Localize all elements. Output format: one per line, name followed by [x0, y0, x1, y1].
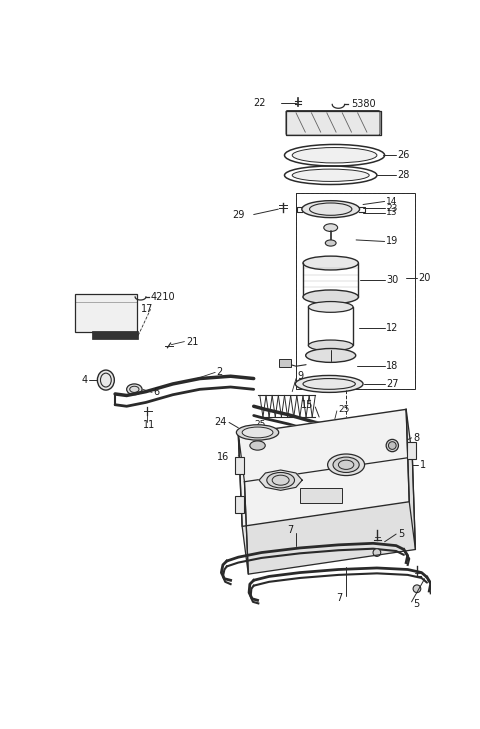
Text: 7: 7 — [336, 593, 342, 603]
Text: 26: 26 — [398, 150, 410, 160]
Ellipse shape — [388, 442, 396, 449]
Polygon shape — [286, 111, 381, 135]
Text: 6: 6 — [154, 387, 160, 397]
Text: 13: 13 — [386, 208, 397, 217]
Ellipse shape — [267, 472, 295, 488]
Bar — [235, 457, 244, 474]
Text: 23: 23 — [386, 204, 397, 213]
Ellipse shape — [325, 240, 336, 246]
Text: 27: 27 — [386, 379, 398, 389]
Text: 19: 19 — [386, 236, 398, 246]
Text: 30: 30 — [386, 275, 398, 285]
Text: 18: 18 — [386, 362, 398, 371]
Ellipse shape — [308, 302, 353, 312]
Text: 8: 8 — [413, 433, 419, 443]
Text: 14: 14 — [386, 197, 397, 206]
Ellipse shape — [386, 440, 398, 452]
Text: 29: 29 — [232, 209, 244, 219]
Text: 12: 12 — [386, 323, 398, 332]
Text: 5380: 5380 — [351, 99, 375, 109]
Text: 9: 9 — [298, 371, 304, 381]
Bar — [300, 488, 342, 503]
Ellipse shape — [295, 375, 363, 392]
Ellipse shape — [373, 549, 381, 556]
Text: 21: 21 — [186, 337, 198, 346]
Text: 16: 16 — [217, 452, 229, 462]
Text: 1: 1 — [420, 460, 426, 469]
Text: 17: 17 — [141, 304, 153, 314]
Ellipse shape — [242, 427, 273, 438]
Polygon shape — [238, 434, 248, 574]
Ellipse shape — [333, 457, 359, 472]
Bar — [407, 442, 416, 459]
Text: 25: 25 — [338, 405, 350, 414]
Text: 5: 5 — [398, 529, 404, 539]
Ellipse shape — [303, 256, 359, 270]
Polygon shape — [238, 410, 409, 526]
Text: 4: 4 — [81, 375, 87, 385]
Ellipse shape — [250, 441, 265, 450]
Text: 15: 15 — [301, 399, 314, 410]
Bar — [279, 359, 291, 367]
Text: 5: 5 — [413, 599, 420, 609]
Text: 25: 25 — [254, 420, 265, 429]
Text: 22: 22 — [253, 98, 265, 108]
Ellipse shape — [324, 224, 337, 232]
Text: 20: 20 — [419, 273, 431, 284]
Polygon shape — [259, 470, 302, 491]
Polygon shape — [406, 410, 415, 550]
Text: 4210: 4210 — [151, 292, 175, 302]
Ellipse shape — [413, 585, 421, 593]
Polygon shape — [244, 457, 415, 574]
Bar — [235, 496, 244, 512]
Ellipse shape — [292, 147, 377, 163]
Ellipse shape — [302, 200, 360, 218]
Bar — [296, 193, 415, 389]
Text: 10: 10 — [320, 441, 332, 451]
Ellipse shape — [97, 370, 114, 390]
Text: 2: 2 — [217, 367, 223, 378]
Text: 24: 24 — [215, 418, 227, 427]
Ellipse shape — [328, 454, 365, 475]
Bar — [92, 331, 138, 338]
Text: 28: 28 — [398, 171, 410, 180]
Ellipse shape — [306, 348, 356, 362]
Text: 3: 3 — [277, 440, 283, 450]
Bar — [75, 294, 137, 332]
Text: 11: 11 — [143, 420, 155, 429]
Bar — [296, 193, 415, 389]
Ellipse shape — [236, 425, 279, 440]
Ellipse shape — [127, 384, 142, 394]
Text: 7: 7 — [287, 525, 293, 535]
Ellipse shape — [308, 340, 353, 351]
Ellipse shape — [303, 290, 359, 304]
Ellipse shape — [292, 169, 369, 182]
